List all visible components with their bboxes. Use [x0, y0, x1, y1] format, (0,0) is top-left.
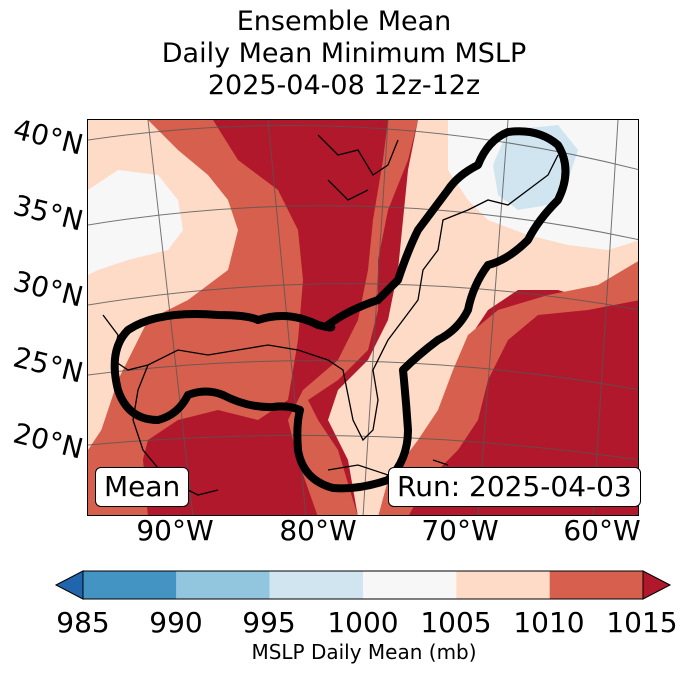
colorbar-bin-995-1000 — [269, 571, 363, 599]
mslp-contour-outline — [110, 127, 570, 493]
colorbar-extend-low — [54, 570, 84, 600]
colorbar-bin-990-995 — [176, 571, 270, 599]
mean-box: Mean — [95, 467, 190, 507]
colorbar-tick: 990 — [149, 606, 203, 639]
colorbar-label: MSLP Daily Mean (mb) — [251, 640, 477, 664]
colorbar-bin-1010-1015 — [549, 571, 643, 599]
colorbar-tick: 985 — [56, 606, 110, 639]
mslp-band-1000-west — [88, 170, 183, 275]
colorbar-tick: 1000 — [327, 606, 399, 639]
colorbar-outline — [82, 570, 644, 600]
map-panel — [87, 119, 639, 516]
lon-label-60w: 60°W — [563, 514, 641, 547]
mslp-band-1015-atlantic — [419, 300, 638, 515]
run-date-box: Run: 2025-04-03 — [388, 467, 641, 507]
mslp-band-1010-northeast — [288, 120, 418, 515]
colorbar-extend-high — [642, 570, 672, 600]
lon-label-70w: 70°W — [421, 514, 499, 547]
colorbar-bin-1005-1010 — [456, 571, 550, 599]
lon-label-80w: 80°W — [279, 514, 357, 547]
title-line-3: 2025-04-08 12z-12z — [207, 70, 481, 101]
colorbar-tick: 1005 — [420, 606, 492, 639]
title-line-2: Daily Mean Minimum MSLP — [161, 38, 527, 69]
lon-label-90w: 90°W — [136, 514, 214, 547]
colorbar-tick: 995 — [242, 606, 296, 639]
colorbar-bin-1000-1005 — [363, 571, 457, 599]
mslp-band-1010-atlantic — [378, 261, 638, 515]
map-canvas — [88, 120, 638, 515]
colorbar-tick: 1010 — [513, 606, 585, 639]
colorbar-bin-985-990 — [83, 571, 177, 599]
colorbar-tick: 1015 — [606, 606, 678, 639]
title-line-1: Ensemble Mean — [236, 6, 452, 37]
